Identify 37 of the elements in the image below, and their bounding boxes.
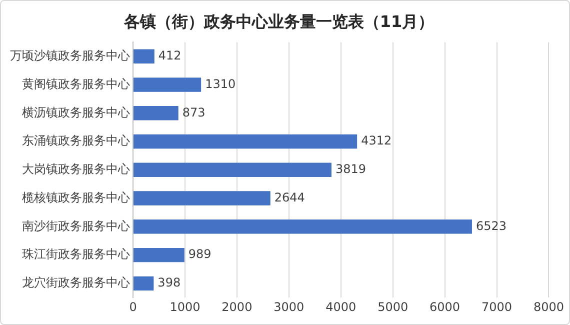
- bar: [134, 106, 178, 120]
- bar: [134, 162, 332, 177]
- y-tick-label: 大岗镇政务服务中心: [22, 162, 130, 176]
- x-tick-label: 3000: [274, 300, 304, 314]
- y-tick-label: 榄核镇政务服务中心: [22, 190, 130, 204]
- x-tick-label: 1000: [170, 300, 200, 314]
- bar: [134, 220, 472, 234]
- y-tick-label: 黄阁镇政务服务中心: [22, 76, 130, 91]
- data-label: 873: [182, 105, 206, 120]
- y-tick-label: 横沥镇政务服务中心: [22, 105, 130, 120]
- bar: [134, 78, 202, 92]
- data-label: 3819: [335, 162, 366, 176]
- data-label: 989: [188, 247, 212, 262]
- data-label: 412: [158, 48, 182, 63]
- bar: [134, 191, 270, 206]
- bar: [134, 49, 154, 64]
- x-tick-label: 8000: [533, 300, 564, 314]
- x-tick-label: 6000: [430, 300, 460, 314]
- x-tick-label: 5000: [378, 300, 408, 314]
- bar: [134, 276, 154, 291]
- y-tick-label: 万顷沙镇政务服务中心: [10, 48, 130, 63]
- data-label: 1310: [205, 76, 236, 91]
- chart-title: 各镇（街）政务中心业务量一览表（11月）: [122, 12, 434, 31]
- y-tick-label: 龙穴街政务服务中心: [22, 276, 130, 290]
- x-tick-label: 2000: [222, 300, 252, 314]
- data-label: 4312: [361, 134, 392, 148]
- x-tick-label: 7000: [481, 300, 512, 314]
- data-label: 2644: [274, 190, 305, 204]
- bar: [134, 248, 184, 262]
- x-tick-label: 0: [129, 300, 137, 314]
- data-label: 6523: [476, 218, 507, 233]
- y-tick-label: 南沙街政务服务中心: [22, 218, 130, 233]
- bar: [134, 134, 358, 149]
- data-label: 398: [158, 276, 181, 290]
- y-tick-label: 珠江街政务服务中心: [22, 247, 130, 262]
- x-tick-label: 4000: [326, 300, 356, 314]
- y-tick-label: 东涌镇政务服务中心: [22, 134, 130, 148]
